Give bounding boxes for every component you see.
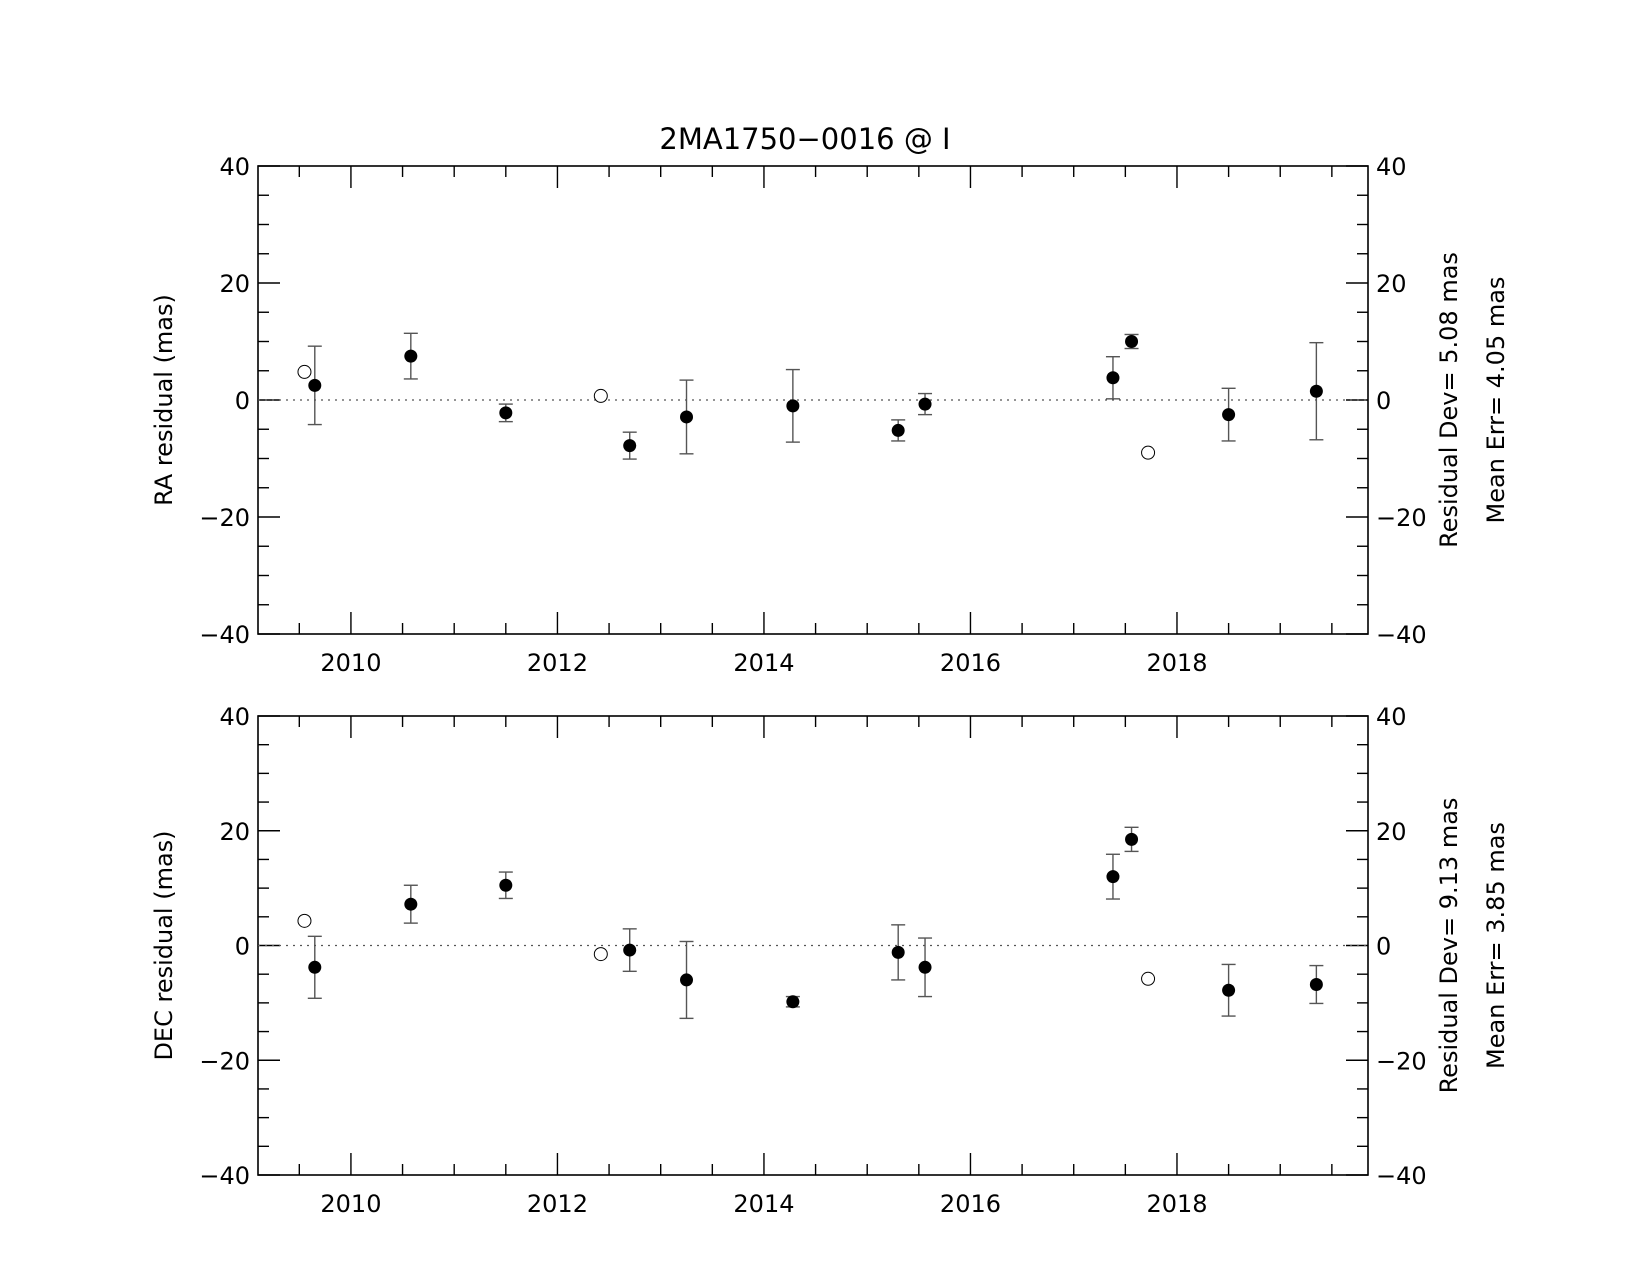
data-point-filled	[499, 878, 513, 892]
data-point-filled	[308, 378, 322, 392]
data-point-filled	[623, 439, 637, 453]
data-point-filled	[1222, 983, 1236, 997]
mean-err-label: Mean Err= 3.85 mas	[1482, 822, 1510, 1069]
x-tick-label: 2014	[733, 649, 794, 677]
residual-dev-label: Residual Dev= 5.08 mas	[1435, 252, 1463, 548]
y-axis-label: DEC residual (mas)	[150, 830, 178, 1060]
x-tick-label: 2012	[527, 1190, 588, 1218]
y-tick-label-right: −20	[1376, 1047, 1427, 1075]
data-point-filled	[918, 960, 932, 974]
data-point-filled	[1222, 408, 1236, 422]
data-point-filled	[499, 406, 513, 420]
y-tick-label-right: 0	[1376, 933, 1391, 961]
y-tick-label-left: 20	[219, 818, 250, 846]
x-tick-label: 2010	[320, 1190, 381, 1218]
data-point-open	[1141, 445, 1156, 460]
y-tick-label-right: 0	[1376, 387, 1391, 415]
x-tick-label: 2018	[1146, 1190, 1207, 1218]
data-point-filled	[1309, 978, 1323, 992]
x-tick-label: 2012	[527, 649, 588, 677]
data-point-filled	[1125, 832, 1139, 846]
y-tick-label-left: −20	[199, 1047, 250, 1075]
x-tick-label: 2016	[940, 649, 1001, 677]
y-tick-label-right: −40	[1376, 621, 1427, 649]
x-tick-label: 2014	[733, 1190, 794, 1218]
y-tick-label-right: 20	[1376, 270, 1407, 298]
y-tick-label-right: 40	[1376, 153, 1407, 181]
data-point-filled	[680, 410, 694, 424]
data-point-filled	[786, 995, 800, 1009]
y-tick-label-right: −20	[1376, 504, 1427, 532]
y-tick-label-right: 20	[1376, 818, 1407, 846]
data-point-filled	[308, 960, 322, 974]
y-tick-label-left: 0	[235, 933, 250, 961]
data-point-filled	[891, 945, 905, 959]
y-tick-label-left: 40	[219, 153, 250, 181]
data-point-filled	[404, 349, 418, 363]
data-point-open	[1141, 971, 1156, 986]
y-tick-label-left: 20	[219, 270, 250, 298]
data-point-filled	[891, 423, 905, 437]
data-point-filled	[623, 943, 637, 957]
figure-title: 2MA1750−0016 @ I	[659, 122, 950, 156]
data-point-filled	[786, 399, 800, 413]
data-point-filled	[1106, 371, 1120, 385]
data-point-filled	[1309, 384, 1323, 398]
mean-err-label: Mean Err= 4.05 mas	[1482, 277, 1510, 524]
x-tick-label: 2018	[1146, 649, 1207, 677]
data-point-open	[297, 364, 312, 379]
x-tick-label: 2016	[940, 1190, 1001, 1218]
y-tick-label-left: −20	[199, 504, 250, 532]
data-point-open	[593, 947, 608, 962]
data-point-filled	[1106, 870, 1120, 884]
data-point-open	[593, 388, 608, 403]
data-point-filled	[1125, 335, 1139, 348]
x-tick-label: 2010	[320, 649, 381, 677]
dec-residual-panel: 2010 2012 2014 2016 2018 40 40 20 20 0 0 −20 −20 −40 −…	[150, 703, 1510, 1218]
data-point-open	[297, 913, 312, 928]
ra-residual-panel: 2010 2012 2014 2016 2018 40 40 20 20 0 0 −20 −20 −40 −…	[150, 153, 1510, 677]
y-tick-label-left: 40	[219, 703, 250, 731]
y-tick-label-left: −40	[199, 621, 250, 649]
y-tick-label-left: −40	[199, 1162, 250, 1190]
data-point-filled	[918, 397, 932, 411]
data-point-filled	[404, 897, 418, 911]
data-point-filled	[680, 973, 694, 987]
y-axis-label: RA residual (mas)	[150, 294, 178, 506]
y-tick-label-right: 40	[1376, 703, 1407, 731]
residual-dev-label: Residual Dev= 9.13 mas	[1435, 798, 1463, 1094]
y-tick-label-right: −40	[1376, 1162, 1427, 1190]
y-tick-label-left: 0	[235, 387, 250, 415]
